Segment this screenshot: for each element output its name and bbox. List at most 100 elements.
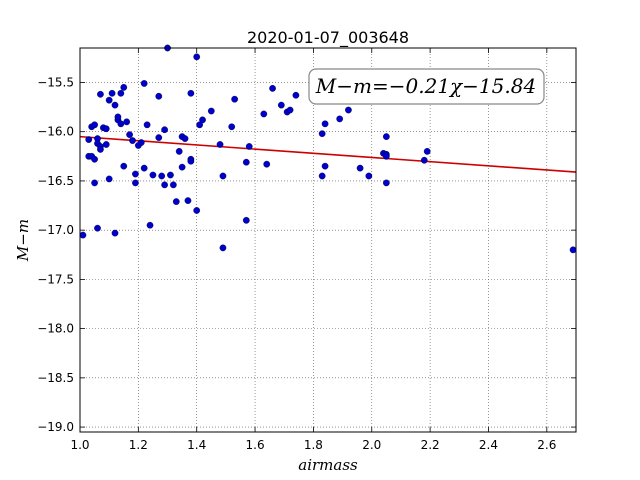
equation-box bbox=[308, 68, 545, 105]
data-point bbox=[286, 106, 294, 114]
data-point bbox=[321, 120, 329, 128]
data-point bbox=[158, 172, 166, 180]
fit-line-group bbox=[79, 135, 577, 173]
x-tick-labels: 1.0 1.2 1.4 1.6 1.8 2.0 2.2 2.4 2.6 bbox=[70, 438, 556, 452]
y-tick-labels: −15.5 −16.0 −16.5 −17.0 −17.5 −18.0 −18.5 −19.0 bbox=[37, 75, 74, 434]
data-point bbox=[132, 179, 139, 187]
data-point bbox=[161, 126, 168, 134]
data-point bbox=[149, 171, 157, 179]
data-point bbox=[277, 101, 285, 109]
x-tick-label: 2.4 bbox=[479, 438, 498, 452]
data-point bbox=[97, 146, 104, 153]
data-point bbox=[336, 115, 344, 123]
data-point bbox=[260, 110, 268, 118]
data-point bbox=[187, 157, 195, 165]
data-point bbox=[102, 141, 110, 148]
data-point bbox=[178, 163, 186, 171]
data-point bbox=[175, 148, 183, 155]
y-tick-label: −16.5 bbox=[37, 174, 74, 188]
data-point bbox=[181, 135, 189, 142]
data-point bbox=[79, 231, 87, 239]
data-point bbox=[120, 162, 128, 170]
data-point bbox=[143, 121, 151, 129]
data-point bbox=[94, 224, 101, 232]
data-point bbox=[193, 53, 201, 61]
ticks bbox=[79, 48, 576, 432]
x-axis-label: airmass bbox=[298, 456, 358, 474]
data-point bbox=[155, 92, 163, 100]
x-tick-label: 1.8 bbox=[304, 438, 323, 452]
data-point bbox=[365, 172, 373, 180]
data-point bbox=[85, 136, 93, 143]
x-tick-label: 1.2 bbox=[129, 438, 148, 452]
fit-line bbox=[79, 135, 577, 173]
data-point bbox=[126, 131, 133, 138]
data-point bbox=[207, 107, 215, 115]
chart-title: 2020-01-07_003648 bbox=[247, 28, 409, 48]
data-point bbox=[172, 198, 180, 205]
data-point bbox=[129, 137, 136, 144]
data-point bbox=[105, 175, 113, 183]
data-point bbox=[292, 91, 300, 99]
data-point bbox=[263, 160, 271, 168]
y-tick-label: −16.0 bbox=[37, 125, 74, 139]
y-tick-label: −17.5 bbox=[37, 272, 74, 286]
data-point bbox=[146, 221, 154, 229]
data-point bbox=[569, 246, 577, 254]
data-point bbox=[91, 155, 98, 163]
y-tick-label: −19.0 bbox=[37, 420, 74, 434]
x-tick-label: 1.4 bbox=[187, 438, 206, 452]
x-tick-label: 2.0 bbox=[362, 438, 381, 452]
data-point bbox=[187, 89, 195, 97]
data-point bbox=[269, 85, 276, 92]
y-tick-label: −18.0 bbox=[37, 322, 74, 336]
data-point bbox=[318, 172, 326, 180]
data-point bbox=[345, 106, 352, 114]
y-axis-label: M−m bbox=[14, 219, 32, 262]
data-point bbox=[193, 207, 201, 214]
data-point bbox=[383, 133, 390, 140]
data-point bbox=[216, 141, 224, 148]
data-point bbox=[111, 229, 119, 237]
x-tick-label: 2.2 bbox=[421, 438, 440, 452]
data-point bbox=[242, 158, 250, 166]
data-point bbox=[97, 90, 104, 98]
data-point bbox=[423, 148, 431, 155]
data-point bbox=[123, 118, 131, 126]
data-point bbox=[245, 143, 253, 150]
data-point bbox=[420, 156, 428, 164]
data-point bbox=[170, 181, 177, 189]
plot-area bbox=[80, 48, 576, 432]
data-point bbox=[132, 170, 139, 178]
data-point bbox=[140, 164, 148, 172]
data-point bbox=[91, 179, 98, 187]
data-point bbox=[140, 80, 148, 87]
data-point bbox=[111, 101, 119, 109]
data-point bbox=[117, 89, 125, 97]
data-point bbox=[91, 121, 98, 129]
x-tick-label: 2.6 bbox=[537, 438, 556, 452]
data-point bbox=[321, 162, 329, 170]
y-tick-label: −18.5 bbox=[37, 371, 74, 385]
data-point bbox=[219, 172, 227, 180]
data-point bbox=[108, 89, 116, 97]
x-tick-label: 1.0 bbox=[70, 438, 89, 452]
data-point bbox=[228, 123, 236, 131]
plot-frame bbox=[79, 47, 577, 433]
data-points bbox=[79, 44, 577, 254]
fit-equation: M−m=−0.21χ−15.84 bbox=[315, 74, 536, 98]
data-point bbox=[383, 179, 390, 187]
data-point bbox=[318, 130, 326, 138]
data-point bbox=[231, 95, 238, 103]
data-point bbox=[102, 125, 110, 133]
data-point bbox=[105, 96, 113, 104]
data-point bbox=[383, 152, 390, 160]
data-point bbox=[161, 181, 168, 189]
data-point bbox=[114, 113, 122, 121]
data-point bbox=[184, 197, 192, 204]
data-point bbox=[199, 116, 206, 124]
y-tick-label: −17.0 bbox=[37, 223, 74, 237]
data-point bbox=[117, 120, 125, 128]
data-point bbox=[356, 164, 364, 172]
data-point bbox=[155, 134, 163, 141]
